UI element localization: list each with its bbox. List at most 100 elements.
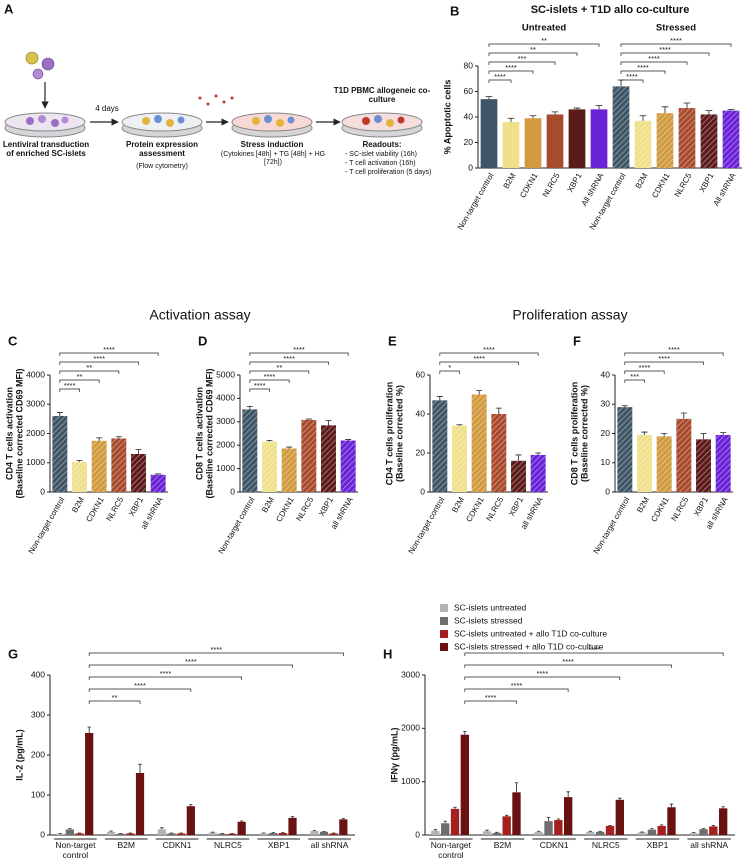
x-tick-label: B2M — [450, 495, 466, 514]
bar — [227, 833, 237, 835]
significance-label: **** — [210, 645, 222, 654]
x-tick-label: XBP1 — [698, 171, 716, 194]
readout: - T cell activation (16h) — [345, 160, 416, 167]
significance-bracket — [88, 664, 293, 668]
error-bar — [551, 111, 559, 115]
bar — [524, 118, 542, 168]
x-tick-label: Non-target control — [27, 495, 67, 555]
bar-hatch — [696, 439, 711, 492]
error-bar — [680, 412, 687, 419]
error-bar — [485, 829, 489, 832]
bar — [288, 817, 297, 835]
error-bar — [721, 806, 725, 809]
significance-bracket — [624, 370, 665, 374]
bar — [590, 109, 608, 168]
error-bar — [160, 827, 164, 830]
bar-hatch — [281, 448, 297, 492]
x-tick-label: All shRNA — [712, 171, 738, 208]
significance-label: **** — [93, 354, 105, 363]
y-tick-label: 400 — [31, 669, 45, 679]
bar-hatch — [491, 414, 507, 492]
panel-letter: D — [198, 333, 207, 348]
panel-letter: H — [383, 646, 392, 661]
panel-letter: C — [8, 333, 18, 348]
y-tick-label: 200 — [31, 749, 45, 759]
x-tick-label: Non-target control — [592, 495, 632, 555]
panel-letter: B — [450, 3, 459, 18]
error-bar — [639, 115, 647, 121]
significance-label: **** — [639, 363, 651, 372]
bar — [546, 114, 564, 168]
x-tick-label: B2M — [635, 495, 651, 514]
panel-letter: E — [388, 333, 397, 348]
bar — [186, 806, 195, 835]
bar — [431, 830, 440, 835]
x-tick-label: Non-target control — [217, 495, 257, 555]
y-tick-label: 2000 — [216, 439, 235, 449]
legend-label: SC-islets untreated — [454, 602, 527, 612]
bar — [116, 833, 125, 835]
y-tick-label: 0 — [40, 829, 45, 839]
legend-swatch — [440, 643, 448, 651]
y-axis-label: CD4 T cells activation — [4, 387, 14, 480]
y-tick-label: 1000 — [401, 776, 420, 786]
error-bar — [529, 115, 537, 119]
x-tick-label: B2M — [493, 840, 512, 850]
significance-bracket — [249, 379, 290, 383]
error-bar — [68, 828, 72, 830]
readout: - SC-islet viability (16h) — [345, 151, 417, 158]
error-bar — [641, 431, 648, 435]
significance-bracket — [620, 70, 666, 74]
significance-label: ** — [530, 45, 536, 54]
error-bar — [514, 782, 519, 793]
significance-bracket — [624, 352, 724, 356]
significance-bracket — [620, 52, 710, 56]
significance-bracket — [59, 388, 80, 392]
bar-hatch — [617, 407, 633, 492]
step-note: (Cytokines [48h] + TG [48h] + HG [72h]) — [220, 151, 326, 167]
schematic — [4, 51, 423, 138]
significance-bracket — [59, 352, 159, 356]
significance-bracket — [249, 388, 270, 392]
y-tick-label: 300 — [31, 709, 45, 719]
significance-bracket — [439, 370, 460, 374]
significance-bracket — [620, 79, 644, 83]
readouts-title: Readouts: — [362, 140, 402, 149]
error-bar — [556, 818, 561, 821]
x-tick-label: XBP1 — [646, 840, 669, 850]
bar-hatch — [262, 441, 277, 492]
y-axis-label: IL-2 (pg/mL) — [14, 729, 24, 781]
y-tick-label: 2000 — [401, 723, 420, 733]
bar-hatch — [656, 436, 672, 492]
bar — [689, 832, 698, 835]
y-tick-label: 100 — [31, 789, 45, 799]
panel-letter: G — [8, 646, 18, 661]
significance-label: **** — [588, 645, 600, 654]
significance-label: ** — [112, 693, 118, 702]
significance-bracket — [624, 379, 645, 383]
bar-hatch — [340, 440, 356, 492]
interval: 4 days — [95, 104, 119, 113]
error-bar — [608, 825, 612, 826]
significance-label: **** — [64, 381, 76, 390]
significance-bracket — [439, 361, 519, 365]
significance-label: *** — [630, 372, 639, 381]
error-bar — [727, 108, 735, 111]
error-bar — [266, 440, 273, 442]
bar — [319, 831, 329, 835]
bar-hatch — [72, 461, 87, 492]
significance-bracket — [464, 676, 621, 680]
error-bar — [436, 396, 443, 401]
bar — [482, 831, 492, 835]
bar — [167, 833, 176, 835]
error-bar — [305, 418, 312, 420]
legend-label: SC-islets untreated + allo T1D co-cultur… — [454, 628, 607, 638]
significance-bracket — [439, 352, 539, 356]
significance-bracket — [59, 370, 120, 374]
error-bar — [720, 432, 727, 435]
x-tick-label: NLRC5 — [673, 171, 694, 199]
significance-label: **** — [626, 72, 638, 81]
bar — [534, 831, 543, 835]
y-tick-label: 10 — [601, 457, 611, 467]
